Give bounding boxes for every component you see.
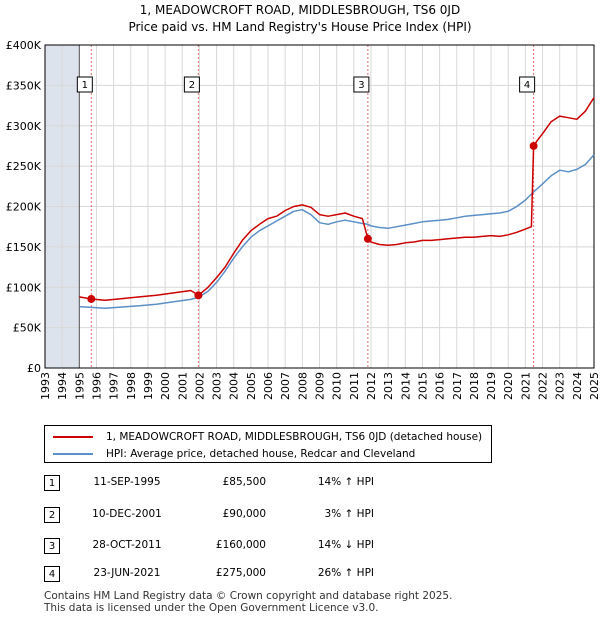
sale-date: 10-DEC-2001 [92,508,162,520]
x-tick-label: 1999 [142,372,155,400]
x-tick-label: 2001 [176,372,189,400]
x-tick-label: 2024 [571,372,584,400]
x-tick-label: 2004 [228,372,241,400]
y-tick-label: £100K [6,281,42,294]
x-tick-label: 2006 [262,372,275,400]
sale-price: £160,000 [215,539,266,551]
x-tick-label: 2021 [519,372,532,400]
legend-swatch-property [53,436,93,438]
sale-label-number: 3 [358,80,364,91]
sale-point [194,291,203,300]
x-tick-label: 1998 [125,372,138,400]
sale-row: 2 10-DEC-2001 £90,000 3% ↑ HPI [44,507,444,523]
y-tick-label: £0 [27,362,41,375]
x-tick-label: 1997 [108,372,121,400]
sale-row: 3 28-OCT-2011 £160,000 14% ↓ HPI [44,538,444,554]
x-tick-label: 2003 [211,372,224,400]
sale-label-box [76,76,93,93]
y-tick-label: £200K [6,201,42,214]
x-tick-label: 2015 [416,372,429,400]
x-tick-label: 2008 [296,372,309,400]
sale-date: 11-SEP-1995 [93,476,161,488]
x-tick-label: 2016 [434,372,447,400]
sale-date: 28-OCT-2011 [92,539,162,551]
sale-label-number: 4 [524,80,530,91]
x-tick-label: 2018 [468,372,481,400]
legend-swatch-hpi [53,453,93,455]
footer-line-1: Contains HM Land Registry data © Crown c… [44,590,453,602]
sale-point [529,141,538,150]
sale-label-box [519,76,536,93]
price-chart: 1, MEADOWCROFT ROAD, MIDDLESBROUGH, TS6 … [6,3,600,400]
sale-hpi-diff: 26% ↑ HPI [317,567,374,579]
legend-item-property: 1, MEADOWCROFT ROAD, MIDDLESBROUGH, TS6 … [53,429,482,445]
x-tick-label: 2022 [537,372,550,400]
sale-label-box [353,76,370,93]
x-tick-label: 2011 [348,372,361,400]
sale-hpi-diff: 3% ↑ HPI [324,508,374,520]
legend-item-hpi: HPI: Average price, detached house, Redc… [53,446,415,462]
x-tick-label: 1994 [56,372,69,400]
plot-frame [44,44,595,369]
x-tick-label: 2019 [485,372,498,400]
y-tick-label: £50K [13,322,42,335]
sale-label-number: 2 [189,80,195,91]
sale-label-box [183,76,200,93]
x-tick-label: 2014 [399,372,412,400]
x-tick-label: 2013 [382,372,395,400]
hpi-series-line [79,154,595,309]
x-tick-label: 2025 [588,372,600,400]
sale-price: £275,000 [215,567,266,579]
sale-number: 1 [44,475,60,491]
y-tick-label: £250K [6,160,42,173]
x-tick-label: 1995 [73,372,86,400]
legend-label-property: 1, MEADOWCROFT ROAD, MIDDLESBROUGH, TS6 … [106,431,483,443]
footer-line-2: This data is licensed under the Open Gov… [44,602,379,614]
legend-label-hpi: HPI: Average price, detached house, Redc… [106,448,416,460]
sale-hpi-diff: 14% ↑ HPI [317,476,374,488]
sale-row: 4 23-JUN-2021 £275,000 26% ↑ HPI [44,566,444,582]
sale-number: 2 [44,507,60,523]
chart-title: 1, MEADOWCROFT ROAD, MIDDLESBROUGH, TS6 … [140,3,460,17]
y-tick-label: £300K [6,120,42,133]
sale-price: £90,000 [222,508,266,520]
x-tick-label: 2023 [554,372,567,400]
x-tick-label: 2012 [365,372,378,400]
x-tick-label: 2007 [279,372,292,400]
x-tick-label: 1993 [39,372,52,400]
x-tick-label: 2000 [159,372,172,400]
sale-hpi-diff: 14% ↓ HPI [317,539,374,551]
sale-point [363,234,372,243]
sale-price: £85,500 [222,476,266,488]
x-tick-label: 2017 [451,372,464,400]
x-tick-label: 2020 [502,372,515,400]
sale-point [87,294,96,303]
y-tick-label: £400K [6,39,42,52]
y-tick-label: £150K [6,241,42,254]
chart-subtitle: Price paid vs. HM Land Registry's House … [128,20,471,34]
sale-number: 3 [44,538,60,554]
legend: 1, MEADOWCROFT ROAD, MIDDLESBROUGH, TS6 … [44,425,492,463]
x-tick-label: 2005 [245,372,258,400]
footer: Contains HM Land Registry data © Crown c… [44,590,584,614]
x-tick-label: 1996 [90,372,103,400]
sale-date: 23-JUN-2021 [93,567,161,579]
x-tick-label: 2010 [331,372,344,400]
sale-number: 4 [44,566,60,582]
x-tick-label: 2002 [193,372,206,400]
x-tick-label: 2009 [314,372,327,400]
sale-label-number: 1 [82,80,88,91]
y-tick-label: £350K [6,79,42,92]
sale-row: 1 11-SEP-1995 £85,500 14% ↑ HPI [44,475,444,491]
